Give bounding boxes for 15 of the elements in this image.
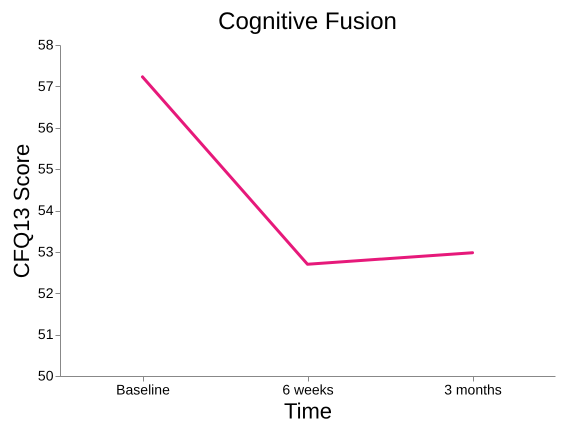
- y-tick-label: 56: [38, 119, 54, 136]
- y-tick-label: 51: [38, 326, 54, 342]
- x-tick-label: Baseline: [116, 382, 170, 398]
- y-axis-title: CFQ13 Score: [8, 144, 34, 278]
- x-axis-title: Time: [284, 398, 332, 424]
- y-tick-label: 54: [38, 202, 54, 218]
- y-tick-label: 50: [38, 368, 54, 384]
- y-tick-label: 52: [38, 284, 54, 301]
- x-tick-label: 6 weeks: [282, 382, 334, 398]
- x-tick-label: 3 months: [444, 382, 502, 398]
- chart-title: Cognitive Fusion: [218, 8, 397, 35]
- y-tick-label: 58: [38, 36, 54, 52]
- y-tick-label: 53: [38, 243, 54, 260]
- y-tick-label: 55: [38, 160, 54, 177]
- y-tick-label: 57: [38, 78, 54, 94]
